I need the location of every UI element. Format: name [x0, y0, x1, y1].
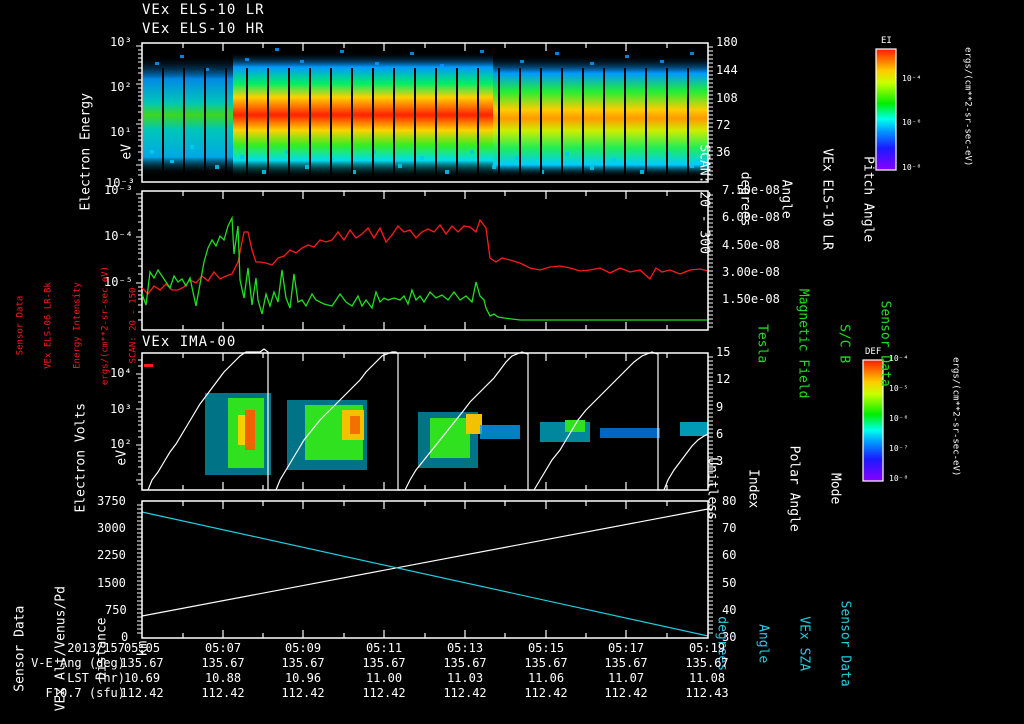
- p3-y2tick-0: 15: [716, 345, 731, 359]
- p1-ytick-3: 10⁻³: [106, 176, 135, 190]
- def-colorbar-tick-1: 10⁻⁵: [889, 384, 909, 393]
- p1-y2tick-0: 180: [716, 35, 738, 49]
- row-label-date: 2013/157: [67, 641, 125, 655]
- panel-title-hr: VEx ELS-10 HR: [142, 21, 265, 37]
- p1-y2tick-4: 36: [716, 145, 731, 159]
- def-colorbar: [862, 359, 884, 482]
- polar-angle-index-line: [147, 348, 270, 491]
- p4-y2tick-3: 50: [722, 576, 737, 590]
- def-colorbar-tick-4: 10⁻⁸: [889, 474, 909, 483]
- ei-colorbar-tick-0: 10⁻⁴: [902, 74, 922, 83]
- p2-ytick-1: 10⁻⁴: [104, 229, 133, 243]
- p1-ytick-0: 10³: [110, 35, 132, 49]
- right-axis-ladder: [708, 46, 713, 634]
- altitude-sza-panel: [141, 500, 709, 639]
- p2-y2tick-4: 1.50e-08: [722, 292, 780, 306]
- panel-title-lr: VEx ELS-10 LR: [142, 2, 265, 18]
- sza-line: [141, 511, 709, 637]
- altitude-line: [141, 508, 709, 617]
- p2-y2tick-3: 3.00e-08: [722, 265, 780, 279]
- row-label-ve-ang: V-E Ang (deg): [31, 656, 125, 670]
- p4-y2tick-2: 60: [722, 548, 737, 562]
- p4-ytick-1: 3000: [97, 521, 126, 535]
- left-axis-ladder: [136, 45, 142, 634]
- time-ticks: [182, 43, 668, 638]
- energy-intensity-line: [141, 218, 709, 295]
- p1-left-label: Electron Energy eV: [78, 93, 135, 211]
- p4-ytick-2: 2250: [97, 548, 126, 562]
- p3-y2tick-2: 9: [716, 400, 724, 414]
- p3-right-label: Mode Polar Angle Index Unitless: [704, 445, 843, 532]
- p3-y2tick-4: 3: [716, 454, 724, 468]
- p4-y2tick-4: 40: [722, 603, 737, 617]
- p1-ytick-1: 10²: [110, 80, 132, 94]
- p4-ytick-4: 750: [105, 603, 127, 617]
- def-colorbar-tick-0: 10⁻⁴: [889, 354, 909, 363]
- p1-y2tick-2: 108: [716, 91, 738, 105]
- def-colorbar-title: DEF: [865, 347, 882, 357]
- p2-ytick-2: 10⁻⁵: [104, 275, 133, 289]
- p2-right-label: Sensor Data S/C B Magnetic Field Tesla: [754, 288, 893, 399]
- p3-y2tick-3: 6: [716, 427, 724, 441]
- intensity-magfield-panel: [141, 190, 709, 331]
- ei-colorbar-unit: ergs/(cm**2-sr-sec-eV): [962, 47, 973, 167]
- p1-y2tick-1: 144: [716, 63, 738, 77]
- els-spectrogram-panel: [141, 42, 709, 183]
- p4-y2tick-1: 70: [722, 521, 737, 535]
- row-label-f107: F10.7 (sfu): [45, 686, 125, 700]
- ei-colorbar-title: EI: [881, 36, 892, 46]
- p3-ytick-1: 10³: [110, 402, 132, 416]
- footer-table: 2013/157 V-E Ang (deg) LST (hr) F10.7 (s…: [0, 641, 1024, 707]
- p2-y2tick-1: 6.00e-08: [722, 210, 780, 224]
- row-label-lst: LST (hr): [67, 671, 125, 685]
- p1-y2tick-3: 72: [716, 118, 731, 132]
- def-colorbar-unit: ergs/(cm**2-sr-sec-eV): [950, 357, 961, 477]
- ei-colorbar: [875, 48, 897, 171]
- ei-colorbar-tick-1: 10⁻⁶: [902, 118, 922, 127]
- panel-title-ima: VEx IMA-00: [142, 334, 237, 350]
- p3-ytick-0: 10⁴: [110, 366, 132, 380]
- ima-spectrogram-panel: [141, 348, 709, 491]
- p2-y2tick-0: 7.50e-08: [722, 183, 780, 197]
- p3-y2tick-1: 12: [716, 372, 731, 386]
- p1-ytick-2: 10¹: [110, 125, 132, 139]
- p1-right-label: Pitch Angle VEx ELS-10 LR Angle degrees …: [696, 144, 876, 254]
- p2-ytick-0: 10⁻³: [104, 183, 133, 197]
- p4-ytick-3: 1500: [97, 576, 126, 590]
- ei-colorbar-tick-2: 10⁻⁸: [902, 163, 922, 172]
- def-colorbar-tick-3: 10⁻⁷: [889, 444, 909, 453]
- plot-canvas: [136, 42, 897, 639]
- p4-ytick-5: 0: [121, 630, 129, 644]
- p3-left-label: Electron Volts eV: [73, 402, 130, 513]
- p2-y2tick-2: 4.50e-08: [722, 238, 780, 252]
- p4-y2tick-0: 80: [722, 494, 737, 508]
- magnetic-field-line: [141, 215, 708, 321]
- p3-ytick-2: 10²: [110, 437, 132, 451]
- p4-y2tick-5: 30: [722, 630, 737, 644]
- def-colorbar-tick-2: 10⁻⁶: [889, 414, 909, 423]
- p4-ytick-0: 3750: [97, 494, 126, 508]
